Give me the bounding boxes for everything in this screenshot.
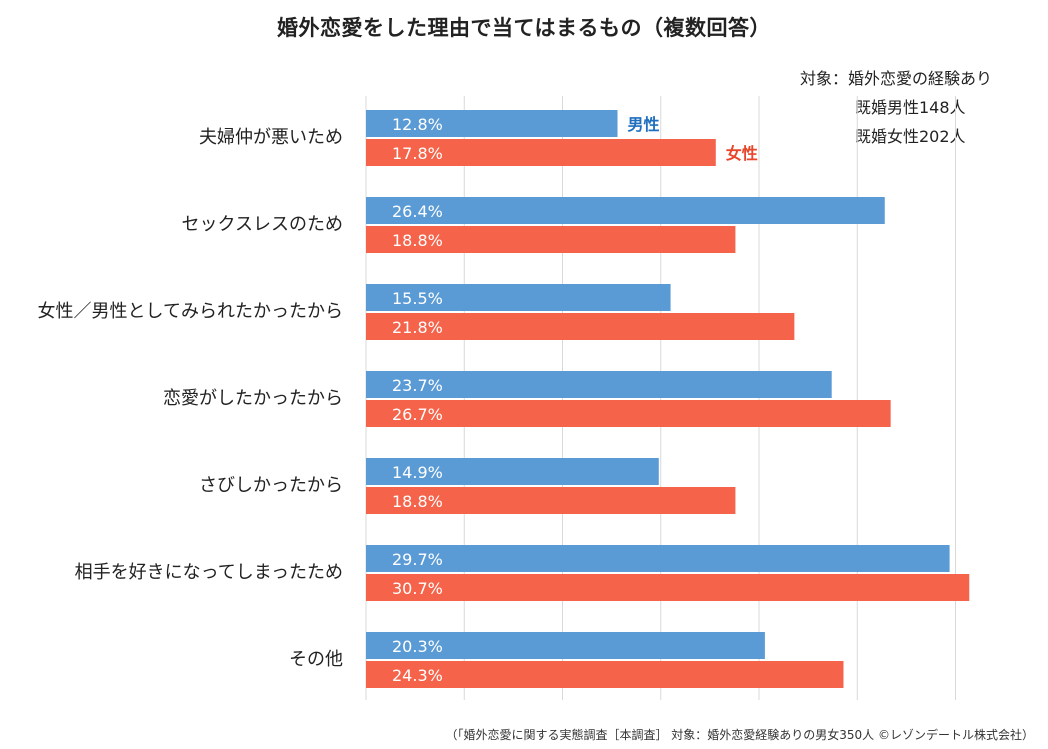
value-label: 18.8% xyxy=(392,231,443,250)
legend-female: 女性 xyxy=(726,144,758,163)
value-label: 15.5% xyxy=(392,289,443,308)
bar-female xyxy=(366,661,844,688)
value-label: 23.7% xyxy=(392,376,443,395)
bar-male xyxy=(366,110,618,137)
bar-female xyxy=(366,139,716,166)
value-label: 29.7% xyxy=(392,550,443,569)
category-label: その他 xyxy=(289,649,343,670)
category-label: 恋愛がしたかったから xyxy=(163,387,343,409)
bar-female xyxy=(366,487,736,514)
category-label: 夫婦仲が悪いため xyxy=(199,127,343,148)
value-label: 26.4% xyxy=(392,202,443,221)
value-label: 14.9% xyxy=(392,463,443,482)
value-label: 20.3% xyxy=(392,637,443,656)
bar-male xyxy=(366,545,950,572)
value-label: 21.8% xyxy=(392,318,443,337)
note-line-3: 既婚女性202人 xyxy=(855,127,966,146)
note-line-1: 対象：婚外恋愛の経験あり xyxy=(800,69,993,88)
value-label: 24.3% xyxy=(392,666,443,685)
chart-title: 婚外恋愛をした理由で当てはまるもの（複数回答） xyxy=(276,16,772,40)
bar-male xyxy=(366,284,671,311)
value-label: 12.8% xyxy=(392,115,443,134)
bar-male xyxy=(366,197,885,224)
value-label: 17.8% xyxy=(392,144,443,163)
category-label: 女性／男性としてみられたかったから xyxy=(38,301,343,322)
legend-male: 男性 xyxy=(628,115,660,134)
bar-male xyxy=(366,632,765,659)
note-line-2: 既婚男性148人 xyxy=(855,98,966,117)
bar-female xyxy=(366,226,736,253)
category-label: セックスレスのため xyxy=(182,214,343,235)
value-label: 26.7% xyxy=(392,405,443,424)
category-label: 相手を好きになってしまったため xyxy=(75,562,343,583)
bar-female xyxy=(366,313,795,340)
source-footer: （「婚外恋愛に関する実態調査［本調査］ 対象：婚外恋愛経験ありの男女350人 ©… xyxy=(445,728,1034,742)
target-note: 対象：婚外恋愛の経験あり 既婚男性148人 既婚女性202人 xyxy=(800,64,992,151)
bar-female xyxy=(366,574,970,601)
bar-male xyxy=(366,371,832,398)
bar-female xyxy=(366,400,891,427)
bar-male xyxy=(366,458,659,485)
value-label: 30.7% xyxy=(392,579,443,598)
category-label: さびしかったから xyxy=(199,475,343,496)
value-label: 18.8% xyxy=(392,492,443,511)
